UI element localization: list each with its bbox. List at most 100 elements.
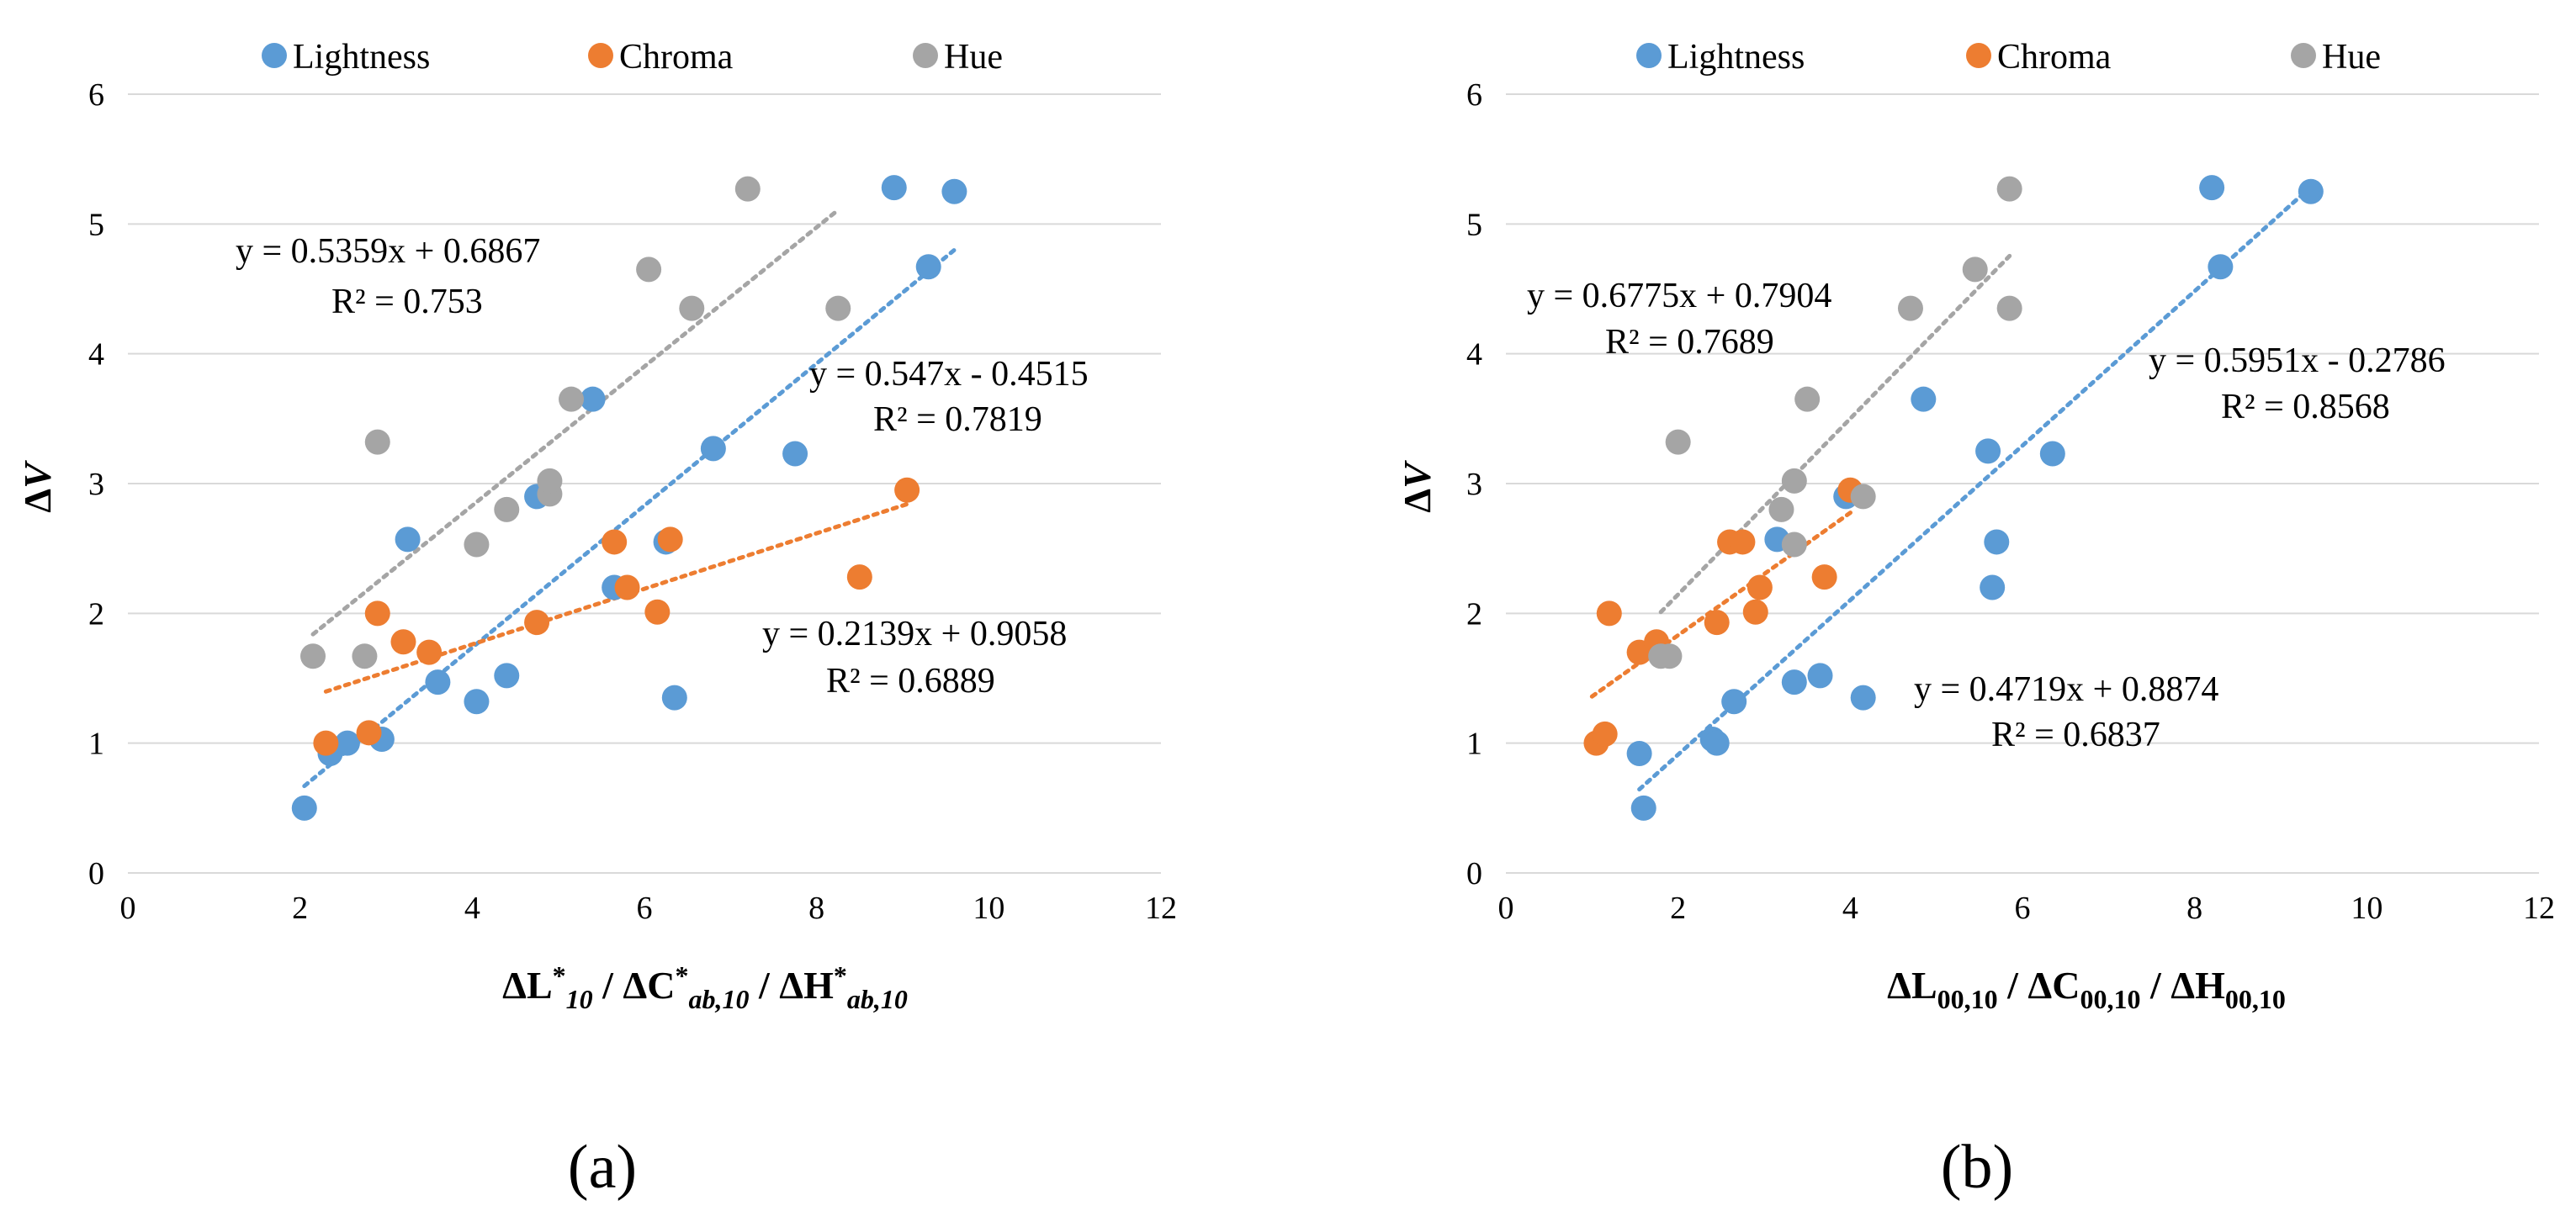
legend-label-chroma: Chroma	[619, 38, 734, 77]
data-point-lightness	[580, 386, 606, 412]
y-tick-label: 3	[88, 467, 104, 502]
trend-equation-lightness: y = 0.547x - 0.4515	[809, 355, 1089, 394]
legend-label-lightness: Lightness	[293, 38, 430, 77]
data-point-lightness	[1630, 795, 1656, 821]
trend-r2-chroma: R² = 0.6837	[1991, 716, 2160, 754]
data-point-lightness	[464, 689, 490, 715]
data-point-lightness	[425, 669, 451, 695]
x-axis-title: ΔL00,10 / ΔC00,10 / ΔH00,10	[1887, 964, 2286, 1014]
x-tick-label: 8	[2186, 891, 2202, 926]
x-tick-label: 6	[637, 891, 653, 926]
data-point-lightness	[1626, 741, 1652, 767]
x-tick-label: 10	[973, 891, 1004, 926]
data-point-hue	[1665, 429, 1691, 455]
legend-label-lightness: Lightness	[1667, 38, 1805, 77]
data-point-chroma	[416, 639, 443, 665]
y-tick-label: 0	[88, 856, 104, 891]
trend-equation-chroma: y = 0.2139x + 0.9058	[762, 615, 1067, 653]
y-axis-title: ΔV	[1396, 460, 1439, 513]
legend-marker-lightness	[1636, 43, 1662, 68]
x-tick-label: 2	[1670, 891, 1686, 926]
legend-marker-lightness	[262, 43, 287, 68]
data-point-hue	[352, 643, 378, 669]
data-point-chroma	[644, 599, 671, 625]
data-point-chroma	[614, 574, 640, 600]
data-point-lightness	[661, 685, 687, 711]
data-point-lightness	[1721, 689, 1747, 715]
data-point-chroma	[356, 720, 382, 746]
data-point-hue	[1794, 386, 1821, 412]
data-point-hue	[734, 176, 761, 202]
data-point-lightness	[1984, 529, 2010, 555]
data-point-chroma	[1730, 529, 1756, 555]
data-point-lightness	[1781, 669, 1807, 695]
trend-equation-lightness: y = 0.5951x - 0.2786	[2149, 341, 2446, 380]
data-point-lightness	[782, 441, 808, 467]
legend-label-hue: Hue	[2322, 38, 2381, 77]
data-point-hue	[1781, 468, 1807, 494]
data-point-lightness	[915, 254, 941, 280]
trend-r2-hue: R² = 0.753	[331, 283, 483, 321]
x-tick-label: 10	[2351, 891, 2383, 926]
data-point-lightness	[881, 175, 907, 201]
data-point-lightness	[700, 436, 726, 462]
data-point-chroma	[313, 730, 339, 756]
data-point-hue	[300, 643, 326, 669]
data-point-chroma	[1746, 574, 1773, 600]
data-point-hue	[1656, 643, 1683, 669]
data-point-hue	[364, 429, 390, 455]
data-point-lightness	[2298, 178, 2324, 204]
data-point-lightness	[1850, 685, 1876, 711]
data-point-lightness	[494, 663, 520, 689]
data-point-hue	[1897, 295, 1923, 321]
data-point-chroma	[1596, 600, 1622, 627]
x-tick-label: 0	[120, 891, 136, 926]
data-point-hue	[559, 386, 585, 412]
data-point-lightness	[334, 730, 360, 756]
data-point-hue	[1996, 176, 2022, 202]
legend-marker-hue	[2291, 43, 2316, 68]
data-point-lightness	[2208, 254, 2234, 280]
data-point-chroma	[1704, 610, 1730, 636]
data-point-lightness	[2199, 175, 2225, 201]
x-tick-label: 6	[2015, 891, 2031, 926]
y-tick-label: 6	[1466, 77, 1482, 113]
x-axis-title: ΔL*10 / ΔC*ab,10 / ΔH*ab,10	[502, 960, 908, 1014]
data-point-hue	[679, 295, 705, 321]
trend-equation-hue: y = 0.5359x + 0.6867	[236, 232, 540, 271]
data-point-chroma	[846, 564, 872, 590]
data-point-lightness	[395, 526, 421, 553]
legend-marker-chroma	[1966, 43, 1991, 68]
data-point-chroma	[1742, 599, 1768, 625]
data-point-hue	[1850, 484, 1876, 510]
data-point-lightness	[1980, 574, 2006, 600]
legend-marker-chroma	[588, 43, 613, 68]
legend-label-chroma: Chroma	[1997, 38, 2112, 77]
data-point-chroma	[364, 600, 390, 627]
panel-label: (a)	[568, 1133, 637, 1202]
x-tick-label: 4	[1842, 891, 1858, 926]
data-point-lightness	[1911, 386, 1937, 412]
y-tick-label: 1	[1466, 727, 1482, 762]
trend-equation-hue: y = 0.6775x + 0.7904	[1527, 277, 1831, 315]
trend-equation-chroma: y = 0.4719x + 0.8874	[1914, 670, 2218, 709]
data-point-chroma	[602, 529, 628, 555]
data-point-chroma	[1592, 721, 1618, 747]
y-tick-label: 5	[1466, 207, 1482, 242]
y-tick-label: 1	[88, 727, 104, 762]
trend-r2-lightness: R² = 0.7819	[873, 400, 1042, 439]
trendline-chroma	[1589, 507, 1857, 699]
data-point-chroma	[657, 526, 683, 553]
y-tick-label: 5	[88, 207, 104, 242]
trend-r2-hue: R² = 0.7689	[1605, 323, 1774, 362]
data-point-chroma	[524, 610, 550, 636]
data-point-chroma	[1811, 564, 1837, 590]
data-point-hue	[494, 496, 520, 522]
y-axis-title: ΔV	[16, 460, 59, 513]
data-point-lightness	[1975, 438, 2001, 464]
data-point-chroma	[894, 477, 920, 503]
trend-r2-lightness: R² = 0.8568	[2221, 388, 2390, 426]
trendline-hue	[310, 208, 840, 637]
